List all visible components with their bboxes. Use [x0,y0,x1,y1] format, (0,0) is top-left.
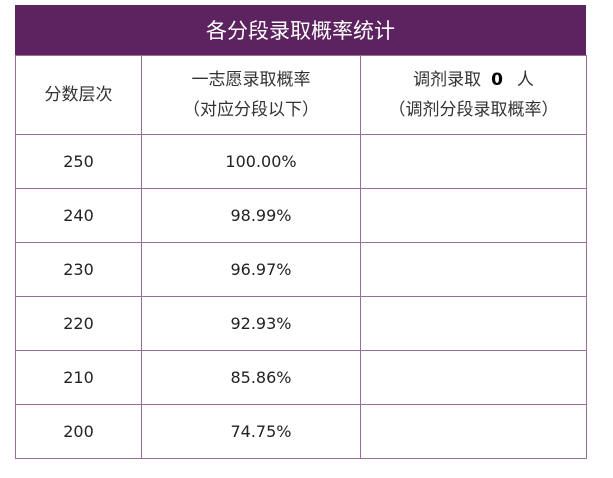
score-cell: 250 [15,134,142,189]
header-line: （调剂分段录取概率） [388,100,559,120]
rate-cell: 92.93% [141,296,361,351]
adjust-cell [360,134,587,189]
header-line: （对应分段以下） [183,100,319,120]
rate-cell: 100.00% [141,134,361,189]
table-row: 230 96.97% [15,242,587,297]
score-cell: 220 [15,296,142,351]
adjust-cell [360,242,587,297]
adjust-cell [360,404,587,459]
score-cell: 240 [15,188,142,243]
table-row: 200 74.75% [15,404,587,459]
rate-cell: 74.75% [141,404,361,459]
score-cell: 210 [15,350,142,405]
rate-cell: 85.86% [141,350,361,405]
rate-cell: 96.97% [141,242,361,297]
header-line: 一志愿录取概率 [191,70,311,90]
header-row: 分数层次 一志愿录取概率 （对应分段以下） 调剂录取 0 人 （调剂分段录取概率） [15,55,587,135]
score-cell: 200 [15,404,142,459]
table-row: 220 92.93% [15,296,587,351]
table-row: 210 85.86% [15,350,587,405]
stats-table-container: 各分段录取概率统计 分数层次 一志愿录取概率 （对应分段以下） 调剂录取 0 人 （… [15,5,587,459]
adjust-count: 0 [491,70,503,90]
table-row: 250 100.00% [15,134,587,189]
header-first-choice-rate: 一志愿录取概率 （对应分段以下） [141,55,361,135]
adjust-cell [360,296,587,351]
header-text: 调剂录取 [413,70,482,90]
stats-table: 分数层次 一志愿录取概率 （对应分段以下） 调剂录取 0 人 （调剂分段录取概率） … [15,55,587,459]
rate-cell: 98.99% [141,188,361,243]
header-text: 人 [516,70,534,90]
header-line: 调剂录取 0 人 [361,65,586,95]
table-row: 240 98.99% [15,188,587,243]
adjust-cell [360,188,587,243]
header-score-level: 分数层次 [15,55,142,135]
score-cell: 230 [15,242,142,297]
adjust-cell [360,350,587,405]
header-adjust-rate: 调剂录取 0 人 （调剂分段录取概率） [360,55,587,135]
table-title: 各分段录取概率统计 [15,5,586,55]
